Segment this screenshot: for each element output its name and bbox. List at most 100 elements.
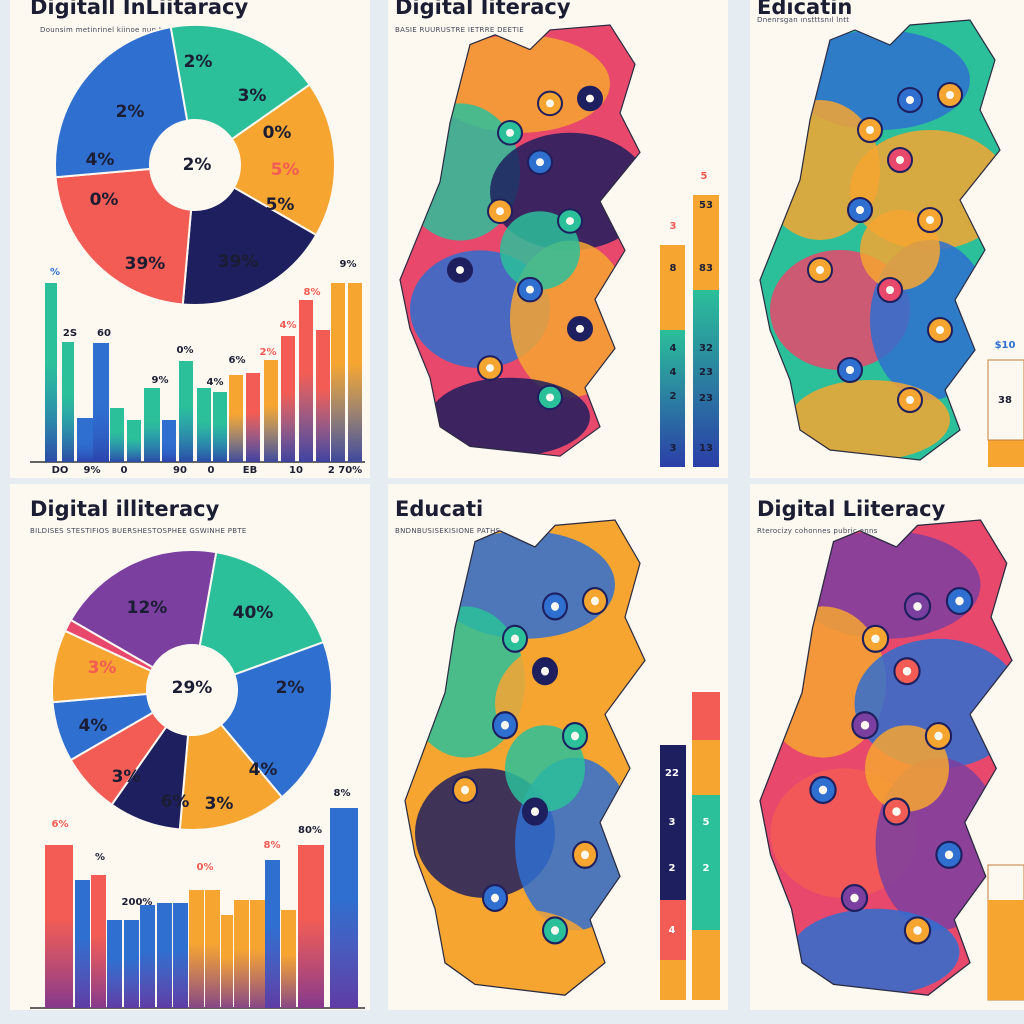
bar-shade [264,405,278,462]
map-marker-dot [944,850,954,860]
bar-shade [91,934,106,1008]
map-marker-dot [860,720,870,730]
label: 2 [670,391,677,402]
legend-segment [692,930,720,1000]
label: 0% [177,345,194,356]
label: 0% [90,190,119,210]
panel-subtitle: BASIE RUURUSTRE IETRRE DEETIE [395,26,524,34]
map-marker-dot [856,206,864,214]
panel-title: Digital Liiteracy [757,497,946,521]
panel-title: Digitall InLiitaracy [30,0,249,19]
label: 3% [112,767,141,787]
bar-shade [229,414,243,462]
map-marker-dot [541,666,549,676]
label: 3% [238,86,267,106]
panel-title: Digital Iiteracy [395,0,571,19]
map-marker-dot [486,364,494,372]
map-region [505,725,585,812]
label: DO [52,465,69,476]
label: 3 [670,443,677,454]
label: 5% [266,195,295,215]
legend-segment [692,795,720,930]
label: 2 [669,863,676,874]
bar-shade [110,432,124,462]
bar-shade [281,954,296,1008]
label: 23 [699,367,713,378]
map-marker-dot [526,285,534,294]
legend-segment [692,740,720,795]
bar-shade [45,918,73,1008]
label: 2% [260,347,277,358]
bar-shade [250,948,265,1008]
label: 22 [665,768,679,779]
map-marker-dot [461,785,469,795]
legend-segment [660,900,686,960]
map-marker-dot [866,126,874,134]
bar-shade [173,950,188,1008]
label: 4 [670,343,677,354]
label: 90 [173,465,187,476]
label: 32 [699,343,713,354]
map-region [865,725,949,812]
map-marker-dot [551,602,559,611]
pie-hole [147,645,237,735]
label: 3% [88,658,117,678]
label: 60 [97,328,111,339]
label: 3 [670,221,677,232]
bar-shade [62,396,74,462]
bar-shade [127,438,141,462]
map-region [860,210,940,290]
legend-segment [693,290,719,467]
label: 4% [207,377,224,388]
label: 9% [340,259,357,270]
panel-title: Digital illiteracy [30,497,220,521]
bar-shade [93,396,109,462]
label: 2% [184,52,213,72]
legend-segment [660,745,686,900]
map-marker-dot [511,634,519,644]
label: 83 [699,263,713,274]
legend-box [987,359,1024,441]
label: 8 [670,263,677,274]
label: 0 [208,465,215,476]
map-marker-dot [506,128,514,137]
map-marker-dot [913,926,922,935]
panel-subtitle: BNDNBUSISEKISIONE PATHS [395,527,501,535]
map-marker-dot [934,731,943,741]
map-marker-dot [886,286,894,294]
legend-segment [988,440,1024,467]
label: 2 [703,863,710,874]
bar-shade [189,943,204,1008]
map-region [500,211,580,290]
label: 0 [121,465,128,476]
bar-shade [77,437,93,462]
legend-segment [660,245,685,330]
label: 12% [127,598,168,618]
legend-segment [692,692,720,740]
label: 53 [699,200,713,211]
bar-shade [107,959,122,1008]
map-marker-dot [906,396,914,404]
map-marker-dot [491,893,499,903]
label: 23 [699,393,713,404]
legend-segment [988,900,1024,1000]
label: 39% [125,254,166,274]
map-marker-dot [946,91,954,99]
bar-shade [299,372,313,462]
label: 5 [701,171,708,182]
map-marker-dot [581,850,589,860]
map-marker-dot [531,807,539,816]
label: 200% [122,897,153,908]
label: 6% [52,819,69,830]
map-marker-dot [926,216,934,224]
map-marker-dot [818,785,828,795]
label: 2 70% [328,465,362,476]
label: 2% [116,102,145,122]
panel-subtitle: Dnenrsgan ınstttsnıl lntt [757,16,849,24]
label: 4% [249,760,278,780]
bar-shade [213,423,227,462]
bar-shade [298,918,324,1008]
panel-subtitle: Dounsim metinrinel kiinoe nun tudtnins p… [40,26,217,34]
